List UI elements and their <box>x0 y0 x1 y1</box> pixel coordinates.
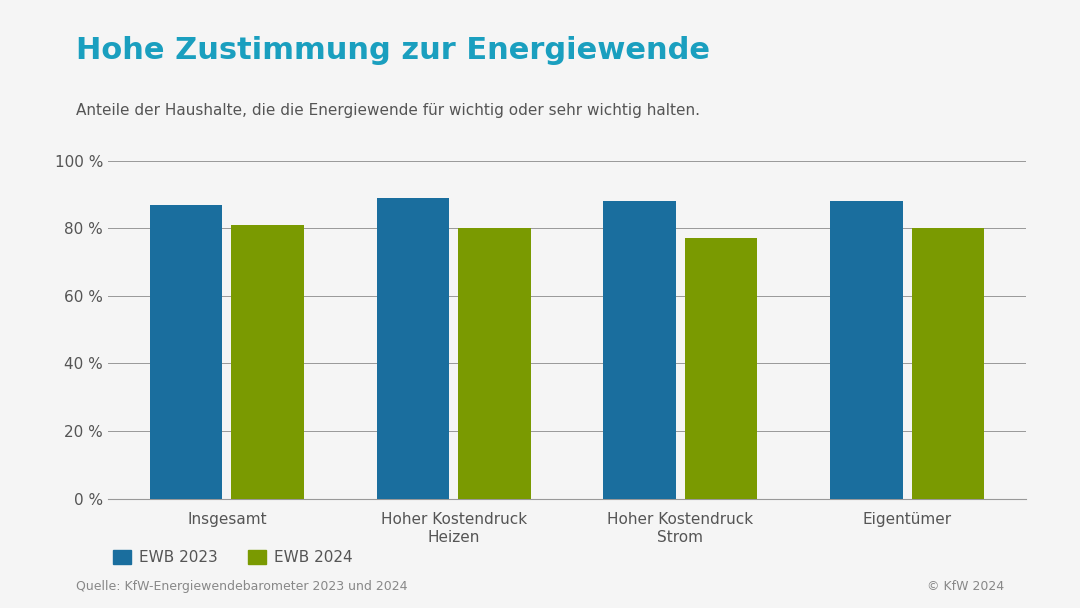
Text: Hohe Zustimmung zur Energiewende: Hohe Zustimmung zur Energiewende <box>76 36 710 66</box>
Bar <box>912 229 984 499</box>
Bar <box>604 201 676 499</box>
Bar <box>685 238 757 499</box>
Text: © KfW 2024: © KfW 2024 <box>928 580 1004 593</box>
Text: Anteile der Haushalte, die die Energiewende für wichtig oder sehr wichtig halten: Anteile der Haushalte, die die Energiewe… <box>76 103 700 119</box>
Bar <box>150 205 222 499</box>
Bar <box>831 201 903 499</box>
Text: Quelle: KfW-Energiewendebarometer 2023 und 2024: Quelle: KfW-Energiewendebarometer 2023 u… <box>76 580 407 593</box>
Bar <box>231 225 303 499</box>
Legend: EWB 2023, EWB 2024: EWB 2023, EWB 2024 <box>107 544 359 571</box>
Bar <box>458 229 530 499</box>
Bar <box>377 198 449 499</box>
